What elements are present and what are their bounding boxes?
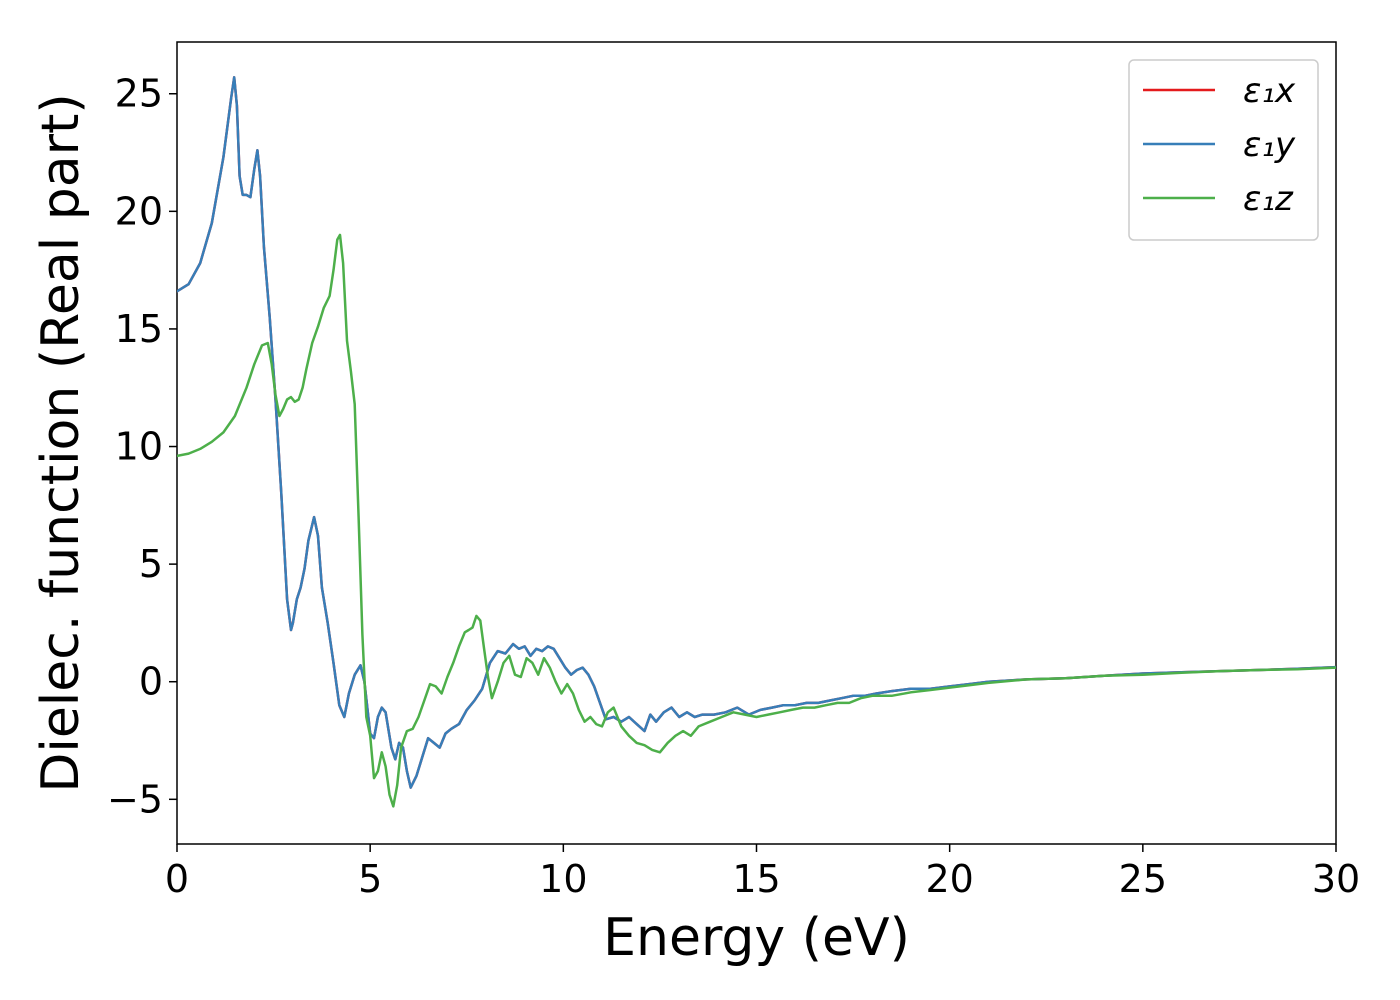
x-tick-label: 15 [732,857,780,901]
legend-label-3: ε₁z [1243,179,1294,219]
y-axis-ticks: −5 0 5 10 15 20 25 [107,72,177,821]
series-line-3 [177,233,1336,808]
y-tick-label: 10 [115,425,163,469]
x-axis-label: Energy (eV) [603,908,910,968]
x-tick-label: 25 [1119,857,1167,901]
x-tick-label: 10 [539,857,587,901]
legend-label-2: ε₁y [1243,125,1296,165]
y-tick-label: 15 [115,307,163,351]
legend-box [1128,59,1319,241]
x-tick-label: 0 [165,857,189,901]
series-layer [177,76,1336,808]
x-tick-label: 20 [925,857,973,901]
y-axis-label: Dielec. function (Real part) [31,93,91,792]
x-tick-label: 5 [358,857,382,901]
y-tick-label: 25 [115,72,163,116]
y-tick-label: −5 [107,777,163,821]
legend: ε₁x ε₁y ε₁z [1128,59,1319,241]
legend-label-1: ε₁x [1243,71,1296,111]
x-axis-ticks: 0 5 10 15 20 25 30 [165,844,1360,901]
x-tick-label: 30 [1312,857,1360,901]
y-tick-label: 20 [115,189,163,233]
series-line-2 [177,76,1336,789]
y-tick-label: 5 [139,542,163,586]
y-tick-label: 0 [139,660,163,704]
